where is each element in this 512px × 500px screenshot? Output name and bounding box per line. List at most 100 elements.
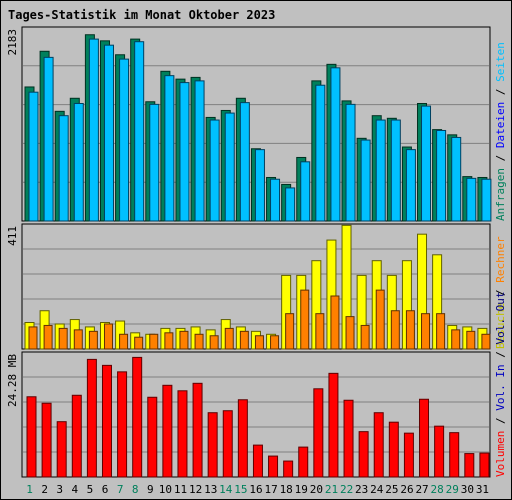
legend-text: Besuche / Rechner [494, 236, 507, 349]
x-tick-label: 7 [117, 483, 124, 496]
bar-volumen-day-9 [147, 396, 158, 478]
bar-rechner-day-18 [285, 313, 295, 350]
bar-dateien-day-23 [360, 139, 371, 222]
bar-volumen-day-10 [162, 384, 173, 478]
x-tick-label: 17 [264, 483, 277, 496]
bar-volumen-day-2 [41, 402, 52, 478]
bar-rechner-day-26 [405, 310, 415, 350]
bar-volumen-day-17 [268, 455, 279, 478]
legend-anfragen: Anfragen [494, 168, 507, 221]
bar-rechner-day-2 [43, 324, 53, 350]
x-tick-label: 12 [189, 483, 202, 496]
bar-dateien-day-3 [58, 115, 69, 222]
bar-dateien-day-1 [28, 91, 39, 222]
bar-rechner-day-5 [88, 330, 98, 350]
x-tick-label: 29 [446, 483, 459, 496]
x-tick-label: 10 [159, 483, 172, 496]
bar-volumen-day-24 [373, 412, 384, 478]
x-tick-label: 16 [249, 483, 262, 496]
x-tick-label: 15 [234, 483, 247, 496]
bar-dateien-day-30 [466, 177, 477, 222]
bar-dateien-day-8 [134, 41, 145, 222]
x-tick-label: 24 [370, 483, 384, 496]
bar-rechner-day-17 [270, 335, 280, 350]
bar-volumen-day-8 [132, 356, 143, 478]
bar-rechner-day-21 [330, 295, 340, 350]
bar-rechner-day-27 [421, 313, 431, 350]
bar-volumen-day-27 [419, 398, 430, 478]
bar-dateien-day-2 [43, 56, 54, 222]
x-tick-label: 23 [355, 483, 368, 496]
bar-volumen-day-19 [298, 446, 309, 478]
x-tick-label: 2 [41, 483, 48, 496]
x-tick-label: 26 [400, 483, 413, 496]
x-tick-label: 13 [204, 483, 217, 496]
bar-dateien-day-12 [194, 80, 205, 222]
bar-dateien-day-20 [315, 84, 326, 222]
bar-volumen-day-25 [388, 421, 399, 478]
bar-volumen-day-23 [358, 431, 369, 478]
bar-rechner-day-7 [119, 333, 129, 350]
visits-panel: 411 [6, 223, 491, 350]
bar-rechner-day-1 [28, 326, 38, 350]
legend-sep: / [494, 82, 507, 102]
x-tick-label: 4 [72, 483, 79, 496]
bar-volumen-day-11 [177, 390, 188, 478]
bar-rechner-day-8 [134, 336, 144, 350]
bar-rechner-day-9 [149, 333, 159, 350]
bar-dateien-day-14 [224, 112, 235, 222]
legend-sep: / [494, 148, 507, 168]
x-tick-label: 6 [102, 483, 109, 496]
bar-dateien-day-16 [254, 149, 265, 222]
x-tick-label: 31 [476, 483, 489, 496]
bar-dateien-day-22 [345, 103, 356, 222]
bar-dateien-day-26 [405, 149, 416, 222]
bar-volumen-day-16 [252, 444, 263, 478]
bar-volumen-day-22 [343, 399, 354, 478]
bar-dateien-day-11 [179, 82, 190, 222]
right-legend: Anfragen / Dateien / Seiten Besuche / Rec… [494, 42, 507, 477]
x-tick-label: 1 [26, 483, 33, 496]
x-tick-label: 9 [147, 483, 154, 496]
bar-dateien-day-4 [73, 103, 84, 222]
bar-volumen-day-14 [222, 410, 233, 478]
x-tick-label: 27 [415, 483, 428, 496]
bar-rechner-day-22 [345, 316, 355, 350]
legend-sep: / [494, 283, 507, 303]
bar-dateien-day-31 [481, 178, 492, 222]
legend-volumen: Volumen [494, 431, 507, 477]
bar-rechner-day-24 [375, 289, 385, 350]
bar-dateien-day-19 [300, 161, 311, 222]
bar-volumen-day-3 [56, 421, 67, 478]
bar-volumen-day-26 [403, 432, 414, 478]
x-tick-label: 21 [325, 483, 338, 496]
legend-sep: / [494, 345, 507, 365]
bar-dateien-day-28 [436, 129, 447, 222]
x-tick-label: 8 [132, 483, 139, 496]
bar-volumen-day-15 [237, 399, 248, 478]
bar-volumen-day-4 [71, 394, 82, 478]
bar-volumen-day-13 [207, 412, 218, 478]
bar-rechner-day-12 [194, 333, 204, 350]
bar-rechner-day-28 [436, 313, 446, 350]
bar-dateien-day-27 [421, 105, 432, 222]
x-tick-label: 19 [295, 483, 308, 496]
legend-sep: / [494, 411, 507, 431]
legend-dateien: Dateien [494, 102, 507, 148]
bar-volumen-day-30 [464, 453, 475, 478]
bar-dateien-day-29 [451, 136, 462, 222]
bar-volumen-day-7 [117, 371, 128, 478]
x-tick-label: 20 [310, 483, 323, 496]
bar-volumen-day-31 [479, 452, 490, 478]
bar-volumen-day-12 [192, 382, 203, 478]
bar-volumen-day-1 [26, 396, 37, 478]
bar-dateien-day-5 [88, 38, 99, 222]
bar-rechner-day-10 [164, 332, 174, 350]
legend-text: Volumen / Vol. In / Vol. Out [494, 292, 507, 477]
bar-rechner-day-13 [209, 335, 219, 350]
x-tick-label: 14 [219, 483, 233, 496]
legend-besuche: Besuche [494, 303, 507, 349]
bar-volumen-day-21 [328, 372, 339, 478]
bar-dateien-day-7 [119, 58, 130, 222]
